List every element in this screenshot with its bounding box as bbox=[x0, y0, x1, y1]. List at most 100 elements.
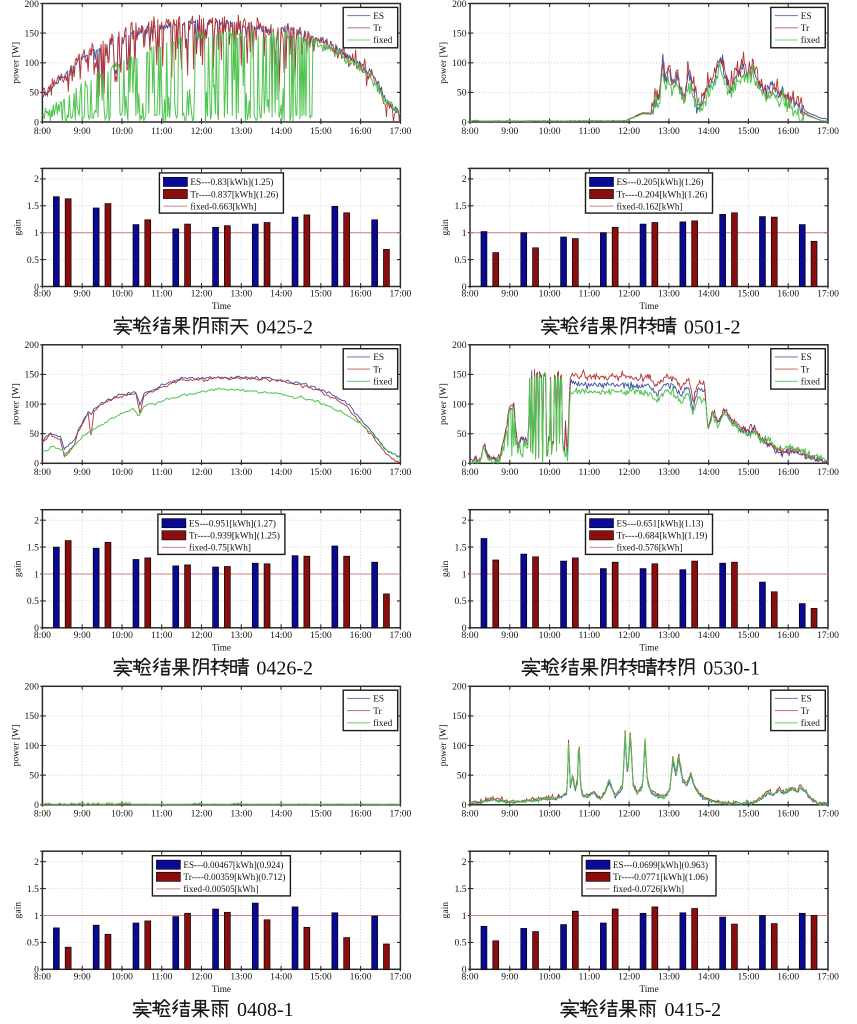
svg-text:12:00: 12:00 bbox=[618, 630, 640, 641]
svg-text:50: 50 bbox=[457, 771, 467, 782]
svg-text:13:00: 13:00 bbox=[230, 289, 252, 300]
svg-text:fixed: fixed bbox=[373, 35, 392, 46]
svg-text:2: 2 bbox=[462, 516, 467, 527]
svg-text:16:00: 16:00 bbox=[350, 971, 372, 982]
svg-text:10:00: 10:00 bbox=[111, 971, 133, 982]
svg-text:0: 0 bbox=[34, 117, 39, 128]
svg-text:17:00: 17:00 bbox=[817, 467, 839, 478]
svg-text:14:00: 14:00 bbox=[698, 630, 720, 641]
svg-text:gain: gain bbox=[12, 902, 23, 919]
svg-text:0415-2: 0415-2 bbox=[665, 999, 722, 1021]
svg-text:power [W]: power [W] bbox=[438, 42, 449, 84]
svg-text:ES---0.951[kWh](1.27): ES---0.951[kWh](1.27) bbox=[189, 519, 276, 530]
svg-text:12:00: 12:00 bbox=[618, 126, 640, 137]
svg-text:0: 0 bbox=[34, 623, 39, 634]
svg-text:13:00: 13:00 bbox=[230, 809, 252, 820]
svg-text:power [W]: power [W] bbox=[10, 725, 21, 767]
svg-text:17:00: 17:00 bbox=[389, 971, 411, 982]
svg-text:power [W]: power [W] bbox=[10, 383, 21, 425]
svg-text:100: 100 bbox=[452, 58, 467, 69]
svg-text:11:00: 11:00 bbox=[151, 289, 173, 300]
svg-text:17:00: 17:00 bbox=[389, 467, 411, 478]
svg-text:10:00: 10:00 bbox=[111, 630, 133, 641]
svg-text:14:00: 14:00 bbox=[270, 630, 292, 641]
svg-text:Time: Time bbox=[212, 643, 231, 653]
svg-text:0: 0 bbox=[34, 800, 39, 811]
svg-text:200: 200 bbox=[452, 340, 467, 351]
svg-text:9:00: 9:00 bbox=[74, 971, 91, 982]
svg-text:9:00: 9:00 bbox=[501, 289, 518, 300]
svg-text:9:00: 9:00 bbox=[501, 809, 518, 820]
svg-text:10:00: 10:00 bbox=[111, 467, 133, 478]
svg-text:10:00: 10:00 bbox=[111, 289, 133, 300]
svg-text:13:00: 13:00 bbox=[230, 630, 252, 641]
svg-text:11:00: 11:00 bbox=[579, 289, 601, 300]
svg-text:15:00: 15:00 bbox=[737, 630, 759, 641]
svg-text:8:00: 8:00 bbox=[461, 971, 478, 982]
svg-text:9:00: 9:00 bbox=[74, 630, 91, 641]
svg-text:11:00: 11:00 bbox=[151, 809, 173, 820]
svg-text:16:00: 16:00 bbox=[350, 126, 372, 137]
svg-text:1: 1 bbox=[34, 569, 39, 580]
svg-text:17:00: 17:00 bbox=[817, 126, 839, 137]
svg-text:gain: gain bbox=[440, 219, 451, 236]
svg-text:8:00: 8:00 bbox=[34, 467, 51, 478]
svg-text:0.5: 0.5 bbox=[455, 255, 467, 266]
svg-text:Tr----0.204[kWh](1.26): Tr----0.204[kWh](1.26) bbox=[617, 189, 708, 200]
svg-text:fixed-0.0726[kWh]: fixed-0.0726[kWh] bbox=[613, 884, 684, 895]
svg-text:200: 200 bbox=[25, 682, 40, 693]
svg-text:50: 50 bbox=[29, 771, 39, 782]
svg-text:12:00: 12:00 bbox=[191, 809, 213, 820]
svg-text:1.5: 1.5 bbox=[455, 884, 467, 895]
svg-text:8:00: 8:00 bbox=[461, 467, 478, 478]
svg-text:fixed: fixed bbox=[373, 718, 392, 729]
svg-text:10:00: 10:00 bbox=[539, 630, 561, 641]
svg-text:200: 200 bbox=[25, 0, 40, 10]
svg-text:12:00: 12:00 bbox=[191, 289, 213, 300]
svg-text:ES: ES bbox=[801, 353, 812, 363]
svg-text:9:00: 9:00 bbox=[74, 809, 91, 820]
svg-text:0: 0 bbox=[34, 459, 39, 470]
svg-text:Tr----0.00359[kWh](0.712): Tr----0.00359[kWh](0.712) bbox=[183, 872, 285, 883]
svg-text:power [W]: power [W] bbox=[10, 42, 21, 84]
svg-text:fixed-0.75[kWh]: fixed-0.75[kWh] bbox=[189, 543, 251, 554]
svg-text:2: 2 bbox=[462, 174, 467, 185]
svg-text:13:00: 13:00 bbox=[230, 467, 252, 478]
svg-text:14:00: 14:00 bbox=[270, 971, 292, 982]
svg-text:0.5: 0.5 bbox=[27, 938, 39, 949]
svg-text:9:00: 9:00 bbox=[74, 289, 91, 300]
svg-text:power [W]: power [W] bbox=[438, 383, 449, 425]
svg-text:power [W]: power [W] bbox=[438, 725, 449, 767]
svg-text:12:00: 12:00 bbox=[191, 971, 213, 982]
svg-text:0.5: 0.5 bbox=[455, 596, 467, 607]
svg-text:13:00: 13:00 bbox=[230, 971, 252, 982]
svg-text:fixed: fixed bbox=[373, 377, 392, 388]
svg-text:ES: ES bbox=[373, 353, 384, 363]
svg-text:fixed-0.162[kWh]: fixed-0.162[kWh] bbox=[617, 201, 683, 212]
svg-text:150: 150 bbox=[25, 711, 40, 722]
svg-text:9:00: 9:00 bbox=[501, 630, 518, 641]
svg-text:15:00: 15:00 bbox=[310, 630, 332, 641]
svg-text:Tr----0.939[kWh](1.25): Tr----0.939[kWh](1.25) bbox=[189, 531, 280, 542]
svg-text:ES---0.83[kWh](1.25): ES---0.83[kWh](1.25) bbox=[190, 177, 273, 188]
svg-text:100: 100 bbox=[25, 741, 40, 752]
svg-text:15:00: 15:00 bbox=[737, 126, 759, 137]
svg-text:8:00: 8:00 bbox=[461, 126, 478, 137]
svg-text:50: 50 bbox=[457, 88, 467, 99]
svg-text:16:00: 16:00 bbox=[777, 809, 799, 820]
svg-text:14:00: 14:00 bbox=[698, 289, 720, 300]
svg-text:1.5: 1.5 bbox=[27, 542, 39, 553]
svg-text:14:00: 14:00 bbox=[270, 467, 292, 478]
svg-text:16:00: 16:00 bbox=[777, 630, 799, 641]
svg-text:200: 200 bbox=[452, 0, 467, 10]
svg-text:13:00: 13:00 bbox=[658, 126, 680, 137]
svg-text:0: 0 bbox=[34, 282, 39, 293]
svg-text:0501-2: 0501-2 bbox=[684, 316, 741, 338]
svg-text:12:00: 12:00 bbox=[618, 971, 640, 982]
svg-text:8:00: 8:00 bbox=[461, 809, 478, 820]
svg-text:fixed: fixed bbox=[801, 718, 820, 729]
svg-text:1: 1 bbox=[462, 569, 467, 580]
svg-text:1.5: 1.5 bbox=[27, 884, 39, 895]
svg-text:11:00: 11:00 bbox=[579, 809, 601, 820]
svg-text:100: 100 bbox=[25, 58, 40, 69]
